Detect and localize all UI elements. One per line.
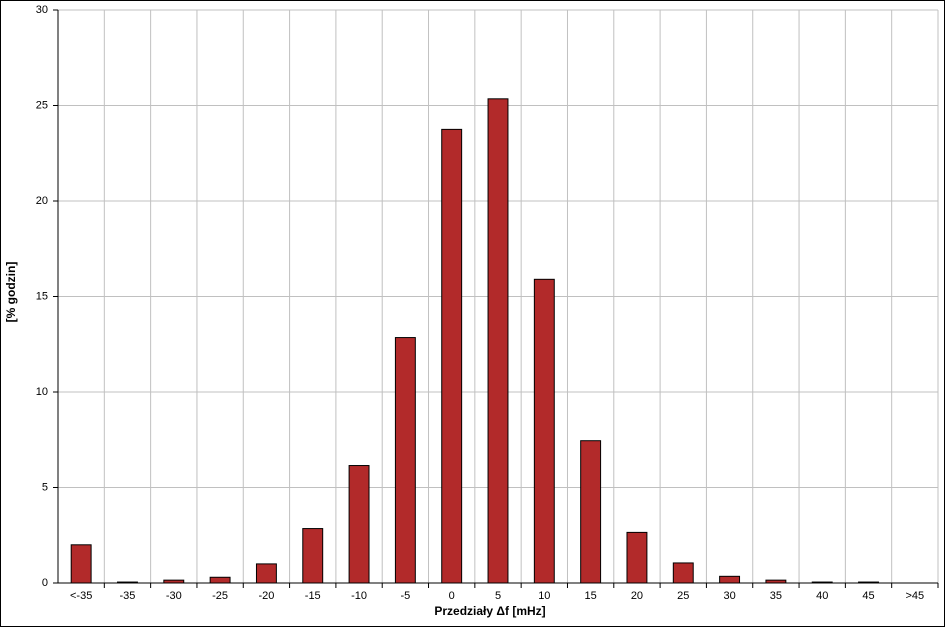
x-tick-label: 5 [495, 590, 501, 602]
x-tick-label: -20 [258, 590, 274, 602]
x-tick-label: 45 [862, 590, 874, 602]
x-tick-label: <-35 [70, 590, 92, 602]
bar [441, 128, 463, 584]
x-tick-label: >45 [906, 590, 925, 602]
bar [302, 528, 324, 584]
x-tick-label: 35 [770, 590, 782, 602]
x-tick-label: 0 [449, 590, 455, 602]
bar [626, 531, 648, 584]
x-tick-label: -15 [305, 590, 321, 602]
y-tick-label: 15 [36, 290, 48, 302]
y-tick-label: 0 [42, 577, 48, 589]
bar [719, 575, 741, 584]
x-tick-label: 10 [538, 590, 550, 602]
bar [70, 544, 92, 584]
x-tick-label: -10 [351, 590, 367, 602]
bar [348, 465, 370, 584]
y-tick-label: 5 [42, 481, 48, 493]
x-tick-label: 15 [585, 590, 597, 602]
x-tick-label: -30 [166, 590, 182, 602]
bar [811, 581, 833, 584]
x-tick-label: -5 [400, 590, 410, 602]
bar [117, 581, 138, 584]
bar [765, 579, 787, 584]
y-tick-label: 10 [36, 386, 48, 398]
bar [394, 337, 416, 584]
y-tick-label: 30 [36, 4, 48, 16]
bar [255, 563, 277, 584]
x-axis-title: Przedziały Δf [mHz] [434, 604, 545, 618]
bar [672, 562, 694, 584]
bar [580, 440, 602, 584]
y-axis-title: [% godzin] [4, 262, 18, 323]
bar [487, 98, 509, 584]
y-tick-label: 25 [36, 99, 48, 111]
y-tick-label: 20 [36, 195, 48, 207]
bar [858, 581, 879, 584]
bar [209, 576, 231, 584]
bar [163, 579, 185, 584]
x-tick-label: 20 [631, 590, 643, 602]
x-tick-label: -35 [120, 590, 136, 602]
x-tick-label: 25 [677, 590, 689, 602]
bar [533, 278, 555, 584]
x-tick-label: -25 [212, 590, 228, 602]
x-tick-label: 40 [816, 590, 828, 602]
x-tick-label: 30 [723, 590, 735, 602]
